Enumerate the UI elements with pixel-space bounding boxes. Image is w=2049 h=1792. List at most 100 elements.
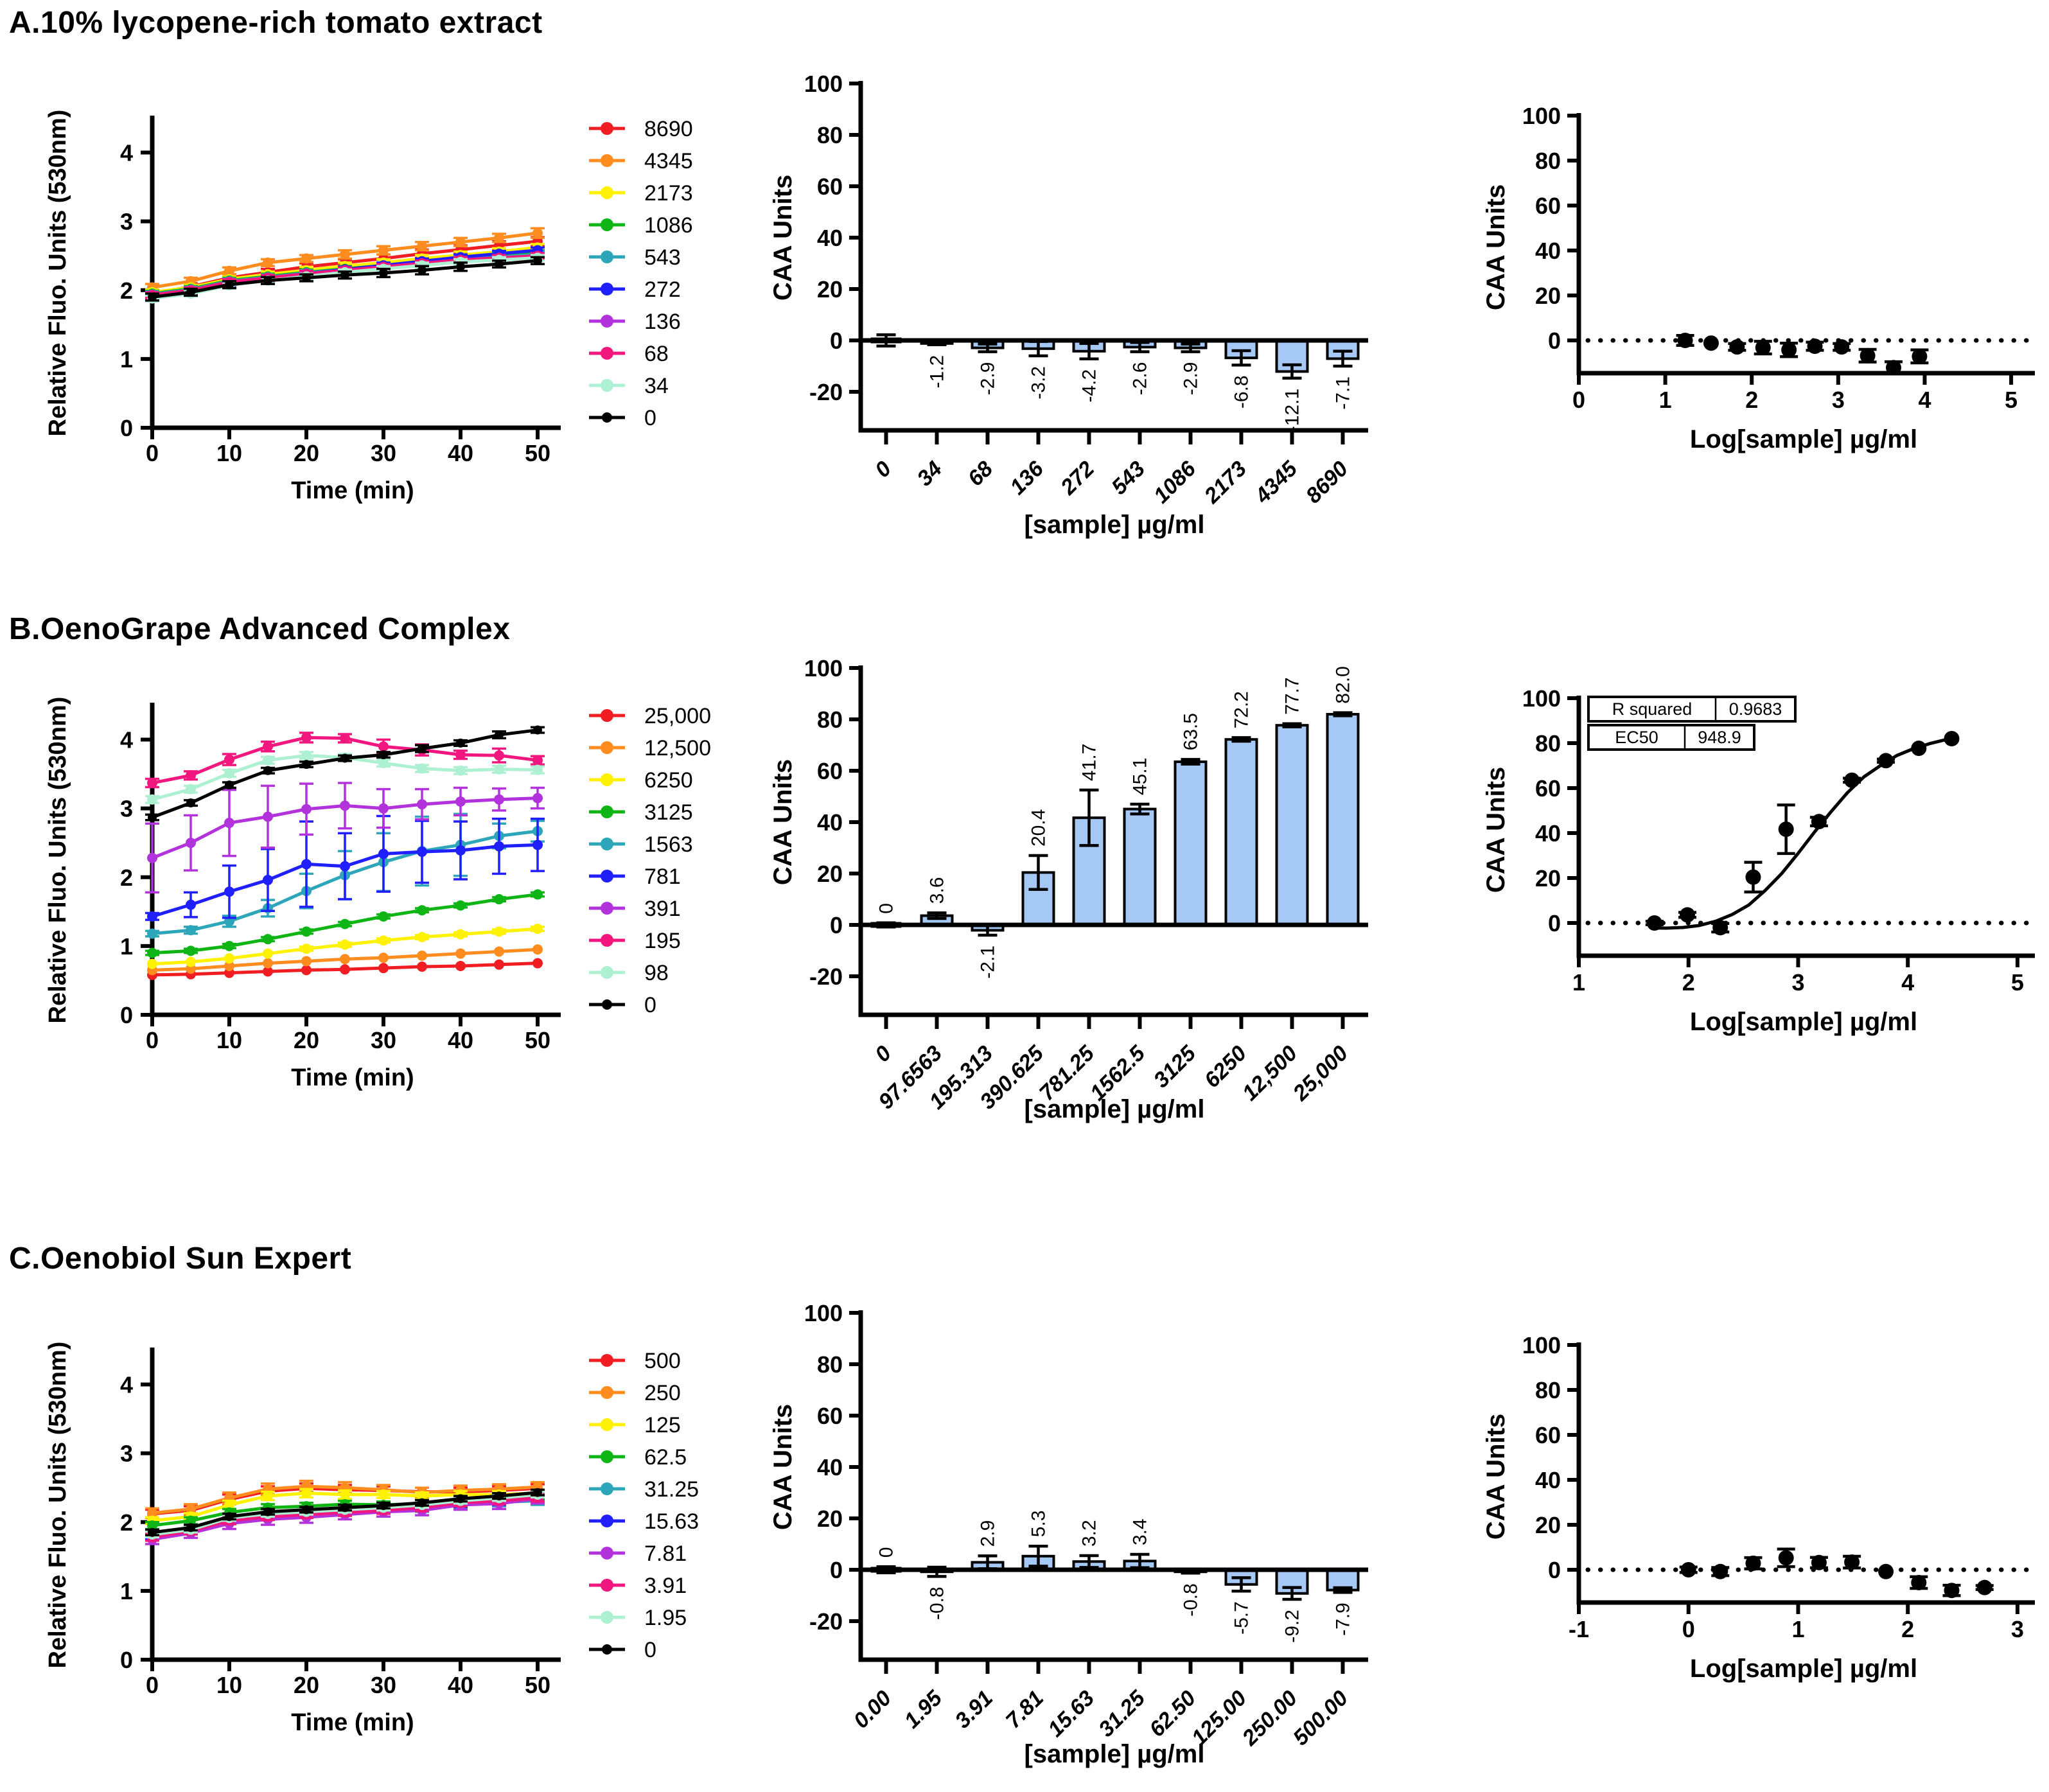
data-point: [224, 1500, 234, 1510]
legend-label: 136: [644, 310, 681, 334]
chart-a-caa-bar: 0 -1.2 34 -2.9 68 -3.2 136 -4.2 272 -2.6 543 -2.9 10…: [769, 71, 1368, 539]
y-tick-label: 40: [817, 225, 843, 251]
data-point: [1729, 339, 1745, 355]
data-point: [147, 947, 157, 958]
x-tick-label: -1: [1569, 1616, 1589, 1642]
x-tick-label: 40: [448, 1027, 473, 1053]
data-point: [147, 911, 157, 922]
legend-label: 250: [644, 1381, 681, 1405]
error-bar: [1333, 349, 1353, 368]
data-point: [494, 750, 504, 761]
y-tick-label: 60: [1535, 1422, 1561, 1448]
legend-marker: [601, 1547, 613, 1559]
data-point: [494, 764, 504, 775]
category-label: 4345: [1250, 456, 1303, 509]
category-label: 12,500: [1238, 1041, 1302, 1105]
data-point: [302, 273, 311, 283]
legend-marker: [601, 1611, 613, 1624]
series-195: [145, 732, 545, 789]
x-axis-title: Log[sample] µg/ml: [1690, 1008, 1917, 1036]
legend-marker: [601, 709, 613, 722]
y-tick-label: 40: [817, 1454, 843, 1480]
data-point: [455, 900, 466, 911]
data-point: [378, 911, 389, 922]
y-axis-title: Relative Fluo. Units (530nm): [44, 1342, 71, 1669]
legend-marker: [601, 805, 613, 818]
legend-item: 1.95: [589, 1606, 687, 1630]
legend-marker: [601, 1386, 613, 1399]
data-point: [1712, 1563, 1728, 1579]
data-point: [417, 1491, 427, 1502]
legend-item: 391: [589, 897, 681, 921]
data-point: [1677, 333, 1693, 348]
legend-label: 391: [644, 897, 681, 921]
legend-item: 8690: [589, 117, 693, 141]
series-12500: [147, 944, 543, 976]
y-tick-label: 80: [1535, 1377, 1561, 1403]
y-tick-label: 0: [1548, 910, 1561, 936]
data-point: [263, 1507, 272, 1516]
x-tick-label: 10: [216, 1027, 242, 1053]
x-axis-title: Time (min): [291, 1064, 414, 1091]
data-point: [455, 960, 466, 971]
stats-table-row: R squared 0.9683: [1587, 696, 1797, 723]
data-point: [301, 750, 312, 761]
data-point: [1811, 814, 1827, 830]
y-tick-label: 80: [1535, 148, 1561, 174]
x-axis-title: Time (min): [291, 1709, 414, 1736]
data-point: [225, 280, 234, 290]
x-tick-label: 50: [525, 1027, 550, 1053]
legend-marker: [602, 1644, 612, 1655]
value-label: -6.8: [1231, 375, 1253, 408]
y-tick-label: 80: [817, 707, 843, 733]
data-point: [533, 1488, 542, 1497]
x-tick-label: 0: [146, 440, 159, 466]
legend-label: 0: [644, 993, 656, 1017]
legend-label: 1.95: [644, 1606, 687, 1630]
x-tick-label: 50: [525, 1672, 550, 1698]
x-axis-title: [sample] µg/ml: [1024, 511, 1205, 539]
chart-c-caa-bar: 0 0.00 -0.8 1.95 2.9 3.91 5.3 7.81 3.2 15.63 3.4 31…: [769, 1300, 1368, 1768]
data-point: [1878, 753, 1894, 769]
data-point: [379, 750, 388, 760]
data-point: [1860, 347, 1876, 364]
value-label: 63.5: [1181, 713, 1202, 750]
chart-a-dose-response-scatter: 0 20 40 60 80 100 0 1 2 3 4 5 Log[sample] µg/ml CAA U…: [1482, 103, 2035, 453]
y-axis-title: Relative Fluo. Units (530nm): [44, 110, 71, 437]
y-tick-label: 0: [120, 1002, 133, 1028]
x-tick-label: 4: [1918, 387, 1931, 413]
section-a-title: A.10% lycopene-rich tomato extract: [9, 6, 543, 40]
data-point: [263, 741, 273, 752]
x-axis-title: Log[sample] µg/ml: [1690, 1655, 1917, 1683]
value-label: -2.9: [1181, 362, 1202, 396]
y-tick-label: 3: [120, 1441, 133, 1467]
y-tick-label: 60: [817, 173, 843, 200]
y-tick-label: 4: [120, 1372, 133, 1398]
category-label: 0.00: [849, 1686, 896, 1734]
legend-item: 1563: [589, 832, 693, 857]
data-point: [301, 926, 312, 937]
data-point: [1755, 340, 1771, 356]
legend-label: 4345: [644, 149, 693, 173]
y-tick-label: 100: [804, 655, 843, 681]
data-point: [1703, 335, 1719, 351]
legend-marker: [601, 1450, 613, 1463]
legend-label: 8690: [644, 117, 693, 141]
data-point: [378, 953, 389, 963]
data-point: [455, 236, 466, 247]
category-label: 68: [963, 457, 998, 491]
stats-value: 0.9683: [1729, 699, 1782, 719]
y-tick-label: 0: [1548, 1557, 1561, 1583]
error-bar: [1231, 736, 1251, 743]
legend-label: 31.25: [644, 1477, 699, 1502]
data-point: [225, 1512, 234, 1522]
data-point: [148, 1527, 157, 1537]
legend-label: 2173: [644, 181, 693, 206]
data-point: [224, 886, 234, 897]
data-point: [532, 764, 543, 775]
data-point: [301, 944, 312, 954]
legend-marker: [601, 315, 613, 328]
legend-item: 7.81: [589, 1542, 687, 1566]
data-point: [263, 875, 273, 886]
data-point: [1680, 1562, 1696, 1577]
